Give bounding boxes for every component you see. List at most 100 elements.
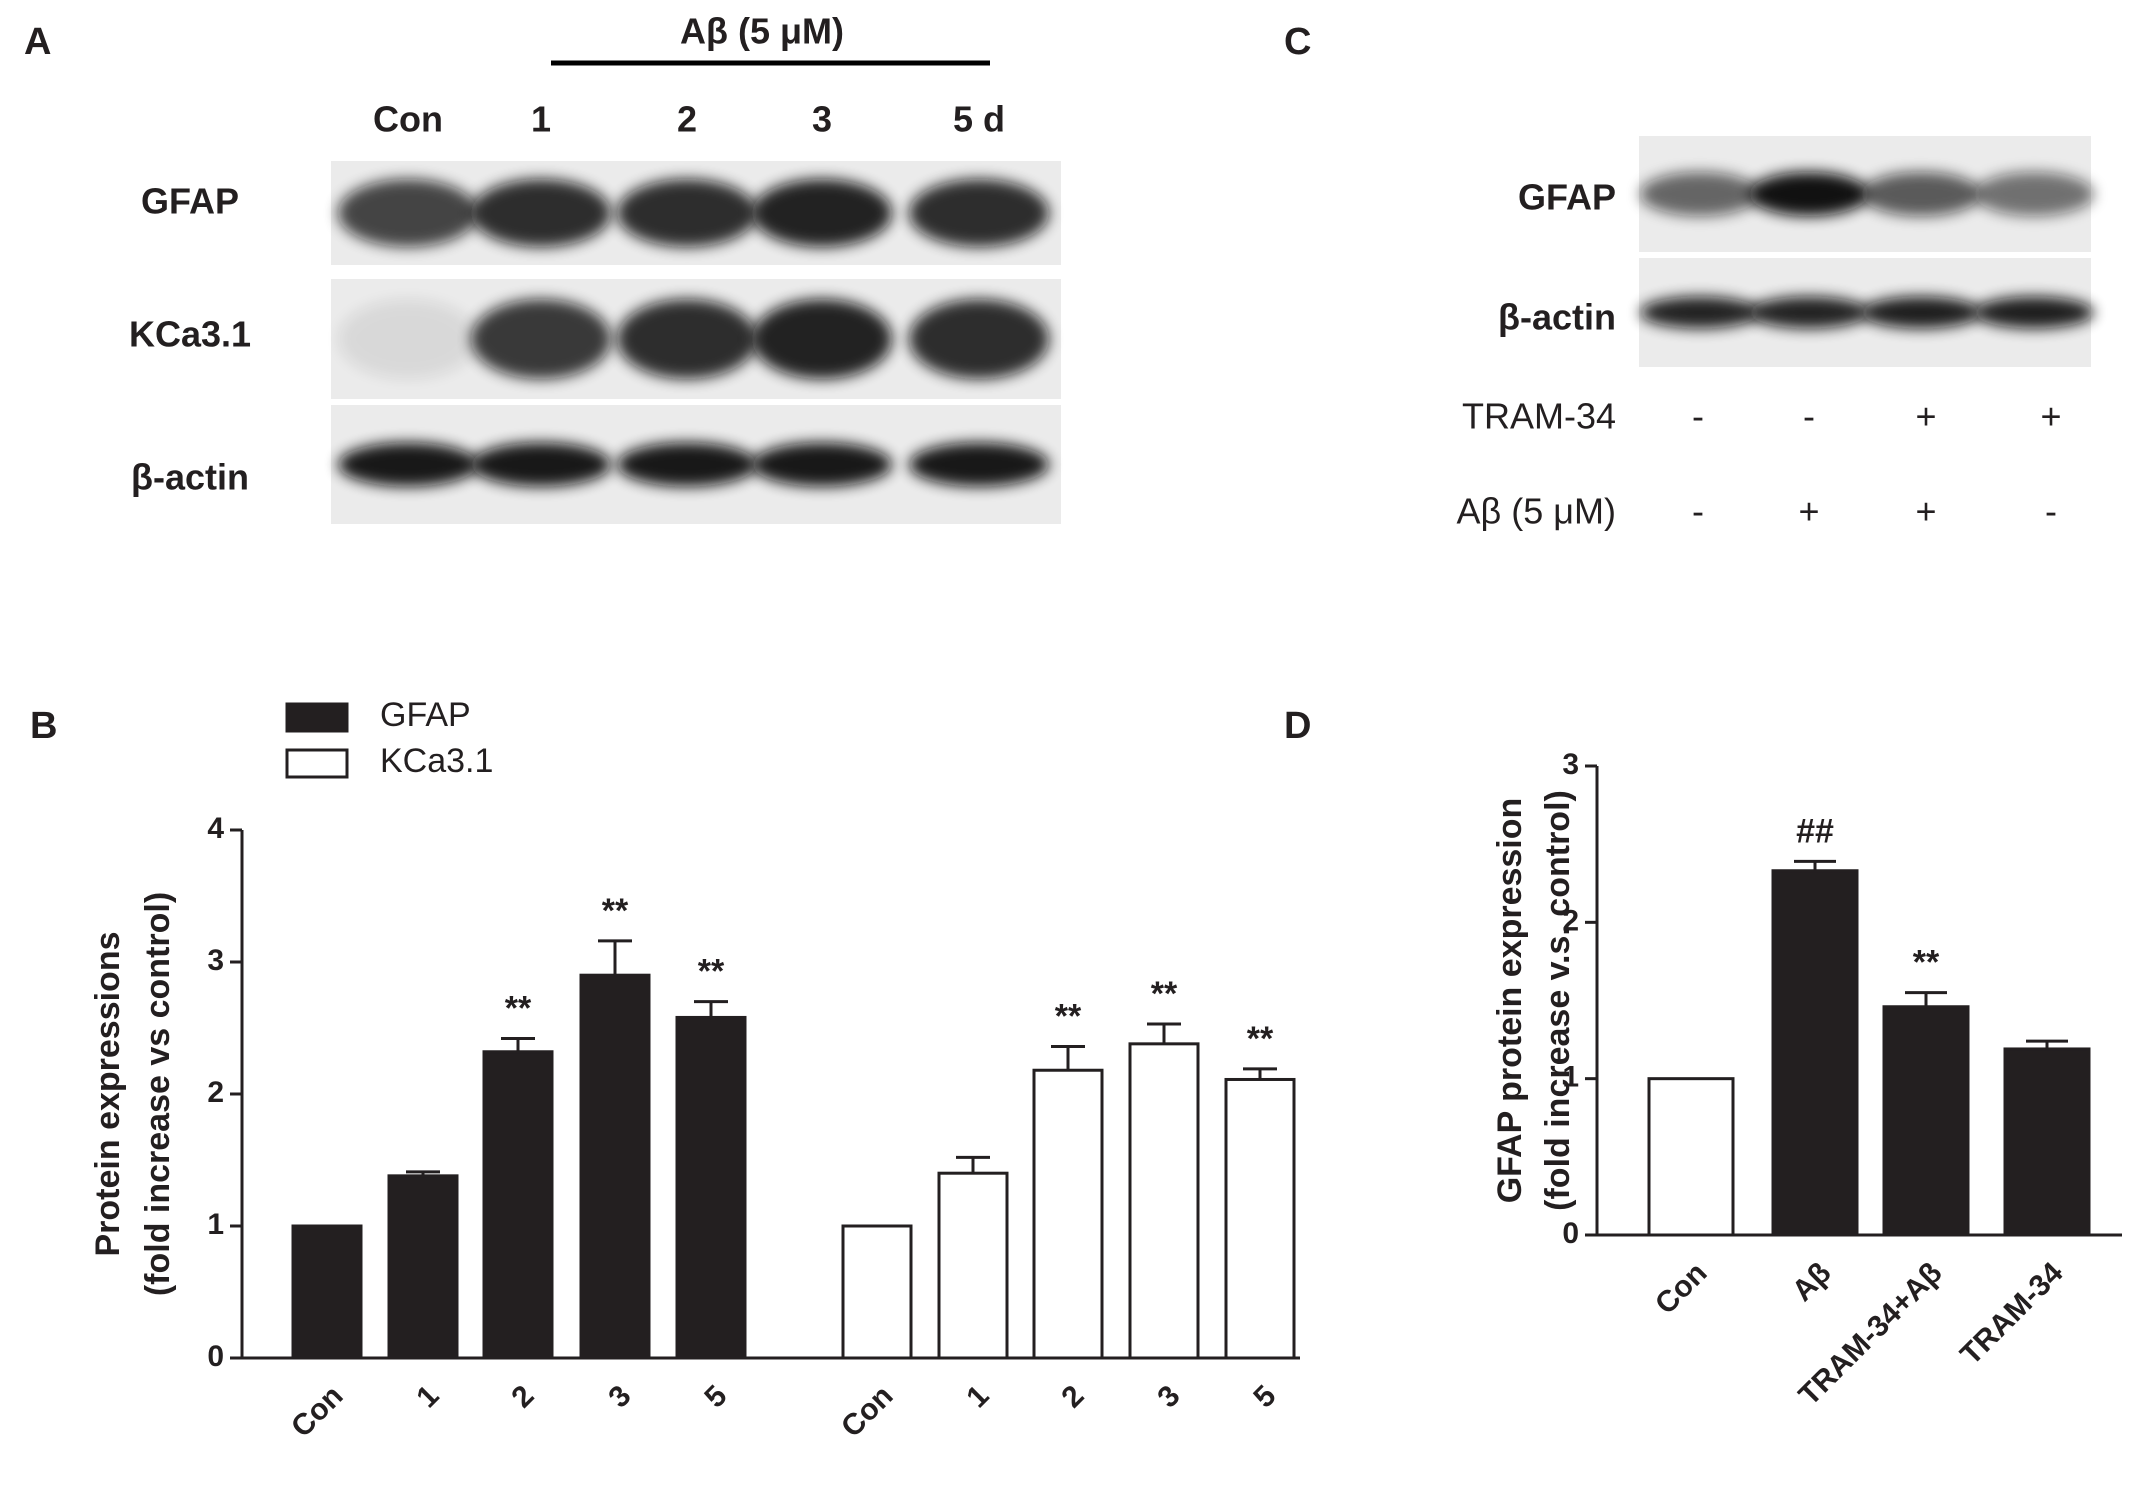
band <box>909 299 1049 379</box>
annotation: ** <box>602 892 629 930</box>
y-axis-label: (fold increase vs control) <box>139 892 177 1296</box>
band <box>1861 172 1981 216</box>
condition-label: TRAM-34 <box>1462 396 1616 437</box>
lane-label: 2 <box>677 99 697 140</box>
annotation: ** <box>1055 997 1082 1035</box>
x-tick-label: 1 <box>410 1379 445 1414</box>
band <box>1749 296 1869 329</box>
band <box>909 442 1049 487</box>
band <box>909 179 1049 247</box>
y-axis-label: Protein expressions <box>89 931 127 1256</box>
bar <box>579 973 651 1360</box>
band <box>752 442 892 487</box>
bar <box>1032 1068 1104 1360</box>
band <box>471 179 611 247</box>
condition-sign: + <box>1798 491 1819 532</box>
x-tick-label: 5 <box>1247 1379 1282 1414</box>
y-tick-label: 1 <box>207 1208 224 1241</box>
y-tick-label: 4 <box>207 812 224 845</box>
x-tick-label: 2 <box>1055 1379 1090 1414</box>
x-tick-label: Con <box>1649 1256 1714 1321</box>
band <box>471 442 611 487</box>
condition-sign: - <box>1692 491 1704 532</box>
band <box>1640 296 1760 329</box>
band <box>617 179 757 247</box>
y-tick-label: 2 <box>207 1076 224 1109</box>
band <box>1749 172 1869 216</box>
annotation: ** <box>698 953 725 991</box>
bar <box>675 1015 747 1360</box>
y-tick-label: 0 <box>1562 1217 1579 1250</box>
panel-label: B <box>30 705 57 747</box>
x-tick-label: 3 <box>602 1379 637 1414</box>
bar <box>937 1171 1009 1360</box>
bar <box>1771 869 1859 1237</box>
band <box>1974 172 2094 216</box>
y-tick-label: 1 <box>1562 1061 1579 1094</box>
y-tick-label: 3 <box>207 944 224 977</box>
x-tick-label: Aβ <box>1786 1256 1838 1308</box>
bar <box>1128 1042 1200 1360</box>
annotation: ** <box>505 990 532 1028</box>
annotation: ## <box>1796 812 1834 850</box>
bar <box>1224 1077 1296 1360</box>
bar <box>1647 1077 1735 1237</box>
x-tick-label: 3 <box>1151 1379 1186 1414</box>
x-tick-label: 5 <box>698 1379 733 1414</box>
bar <box>1882 1005 1970 1237</box>
annotation: ** <box>1151 975 1178 1013</box>
bar <box>841 1224 913 1360</box>
y-tick-label: 3 <box>1562 748 1579 781</box>
band <box>752 179 892 247</box>
band <box>1640 172 1760 216</box>
annotation: ** <box>1247 1020 1274 1058</box>
row-label: β-actin <box>1498 297 1616 338</box>
condition-sign: + <box>1915 396 1936 437</box>
blot-header: Aβ (5 μM) <box>680 11 844 52</box>
x-tick-label: 1 <box>960 1379 995 1414</box>
condition-sign: - <box>1692 396 1704 437</box>
panel-label: D <box>1284 705 1311 747</box>
bar <box>291 1224 363 1360</box>
row-label: GFAP <box>141 181 239 222</box>
bar <box>482 1050 554 1360</box>
condition-sign: + <box>2040 396 2061 437</box>
lane-label: Con <box>373 99 443 140</box>
condition-sign: + <box>1915 491 1936 532</box>
y-tick-label: 0 <box>207 1340 224 1373</box>
row-label: GFAP <box>1518 177 1616 218</box>
band <box>1861 296 1981 329</box>
bar <box>387 1174 459 1360</box>
x-tick-label: Con <box>285 1379 350 1444</box>
band <box>338 442 478 487</box>
condition-label: Aβ (5 μM) <box>1457 491 1616 532</box>
band <box>471 299 611 379</box>
band <box>617 299 757 379</box>
band <box>1974 296 2094 329</box>
x-tick-label: Con <box>835 1379 900 1444</box>
condition-sign: - <box>1803 396 1815 437</box>
legend-swatch <box>285 702 349 733</box>
panel-label: C <box>1284 21 1311 63</box>
legend-label: KCa3.1 <box>380 742 493 780</box>
lane-label: 5 d <box>953 99 1005 140</box>
panel-label: A <box>24 21 51 63</box>
lane-label: 3 <box>812 99 832 140</box>
lane-label: 1 <box>531 99 551 140</box>
annotation: ** <box>1913 944 1940 982</box>
y-axis-label: (fold increase v.s. control) <box>1539 790 1577 1211</box>
x-tick-label: 2 <box>505 1379 540 1414</box>
band <box>338 299 478 379</box>
band <box>617 442 757 487</box>
band <box>752 299 892 379</box>
bar <box>2003 1047 2091 1237</box>
row-label: β-actin <box>131 457 249 498</box>
y-tick-label: 2 <box>1562 904 1579 937</box>
band <box>338 179 478 247</box>
legend-swatch <box>285 748 349 779</box>
y-axis-label: GFAP protein expression <box>1491 798 1529 1204</box>
condition-sign: - <box>2045 491 2057 532</box>
x-tick-label: TRAM-34 <box>1954 1256 2069 1371</box>
legend-label: GFAP <box>380 696 471 734</box>
